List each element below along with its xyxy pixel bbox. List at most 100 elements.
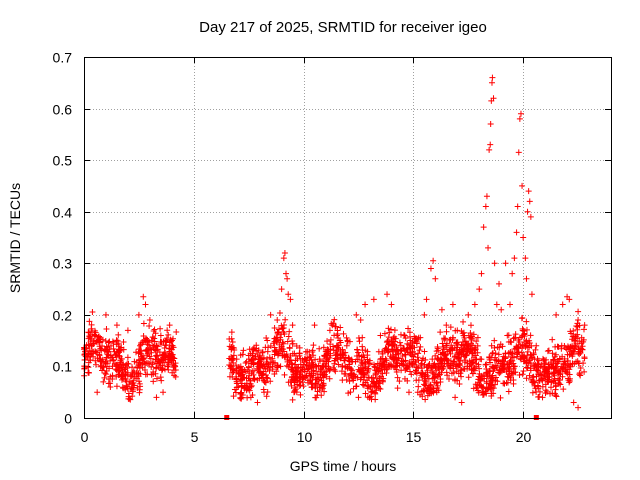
data-point (162, 356, 169, 363)
data-point (405, 325, 412, 332)
data-point (172, 360, 179, 367)
data-point (151, 326, 158, 333)
data-point (469, 370, 476, 377)
data-point (119, 368, 126, 375)
data-point (290, 389, 297, 396)
data-point (91, 331, 98, 338)
data-point (451, 376, 458, 383)
data-point (474, 334, 481, 341)
data-point (280, 329, 287, 336)
data-point (513, 344, 520, 351)
data-point (173, 328, 180, 335)
data-point (320, 357, 327, 364)
data-point (505, 332, 512, 339)
data-point (443, 328, 450, 335)
data-point (547, 384, 554, 391)
data-point (422, 356, 429, 363)
data-point (487, 141, 494, 148)
y-axis-ticks: 0 0.1 0.2 0.3 0.4 0.5 0.6 0.7 (53, 50, 611, 427)
data-point (488, 342, 495, 349)
data-point (505, 361, 512, 368)
data-point (230, 369, 237, 376)
data-point (522, 255, 529, 262)
data-point (285, 291, 292, 298)
data-point (434, 343, 441, 350)
data-point (484, 373, 491, 380)
data-point (335, 335, 342, 342)
data-point (166, 352, 173, 359)
data-point (350, 377, 357, 384)
data-point (523, 338, 530, 345)
data-point (263, 334, 270, 341)
x-tick-label: 0 (81, 429, 89, 445)
data-point (266, 354, 273, 361)
data-point (133, 359, 140, 366)
data-point (312, 356, 319, 363)
data-point (503, 368, 510, 375)
data-point (417, 343, 424, 350)
data-point (248, 357, 255, 364)
data-point (534, 360, 541, 367)
data-point (383, 357, 390, 364)
data-point (581, 354, 588, 361)
data-point (540, 355, 547, 362)
data-point (566, 379, 573, 386)
data-point (321, 371, 328, 378)
data-point (575, 360, 582, 367)
data-point (148, 337, 155, 344)
data-point (430, 257, 437, 264)
data-point (237, 363, 244, 370)
data-point (269, 366, 276, 373)
data-point (346, 378, 353, 385)
data-point (147, 355, 154, 362)
data-point (340, 330, 347, 337)
data-point (473, 338, 480, 345)
data-point (480, 384, 487, 391)
data-point (490, 95, 497, 102)
data-point (414, 354, 421, 361)
data-point (247, 394, 254, 401)
data-point (523, 357, 530, 364)
data-point (465, 374, 472, 381)
data-point (118, 376, 125, 383)
data-point (364, 377, 371, 384)
data-point (519, 314, 526, 321)
data-point (289, 340, 296, 347)
data-point (491, 337, 498, 344)
data-point (228, 329, 235, 336)
data-point (581, 322, 588, 329)
data-point (489, 350, 496, 357)
data-point (323, 363, 330, 370)
data-point (118, 344, 125, 351)
data-point (576, 348, 583, 355)
data-point (120, 339, 127, 346)
data-point (551, 375, 558, 382)
data-point (113, 322, 120, 329)
data-point (531, 382, 538, 389)
data-point (419, 373, 426, 380)
data-point (415, 350, 422, 357)
data-point (362, 390, 369, 397)
data-point (291, 350, 298, 357)
data-point (468, 333, 475, 340)
data-point (552, 383, 559, 390)
data-point (519, 371, 526, 378)
data-point (462, 338, 469, 345)
data-point (91, 332, 98, 339)
data-point (143, 352, 150, 359)
data-point (128, 373, 135, 380)
data-point (170, 335, 177, 342)
data-point (153, 364, 160, 371)
data-point (243, 375, 250, 382)
data-point (528, 355, 535, 362)
data-point (267, 378, 274, 385)
data-point (359, 360, 366, 367)
data-point (523, 375, 530, 382)
data-point (390, 351, 397, 358)
data-point (487, 359, 494, 366)
x-axis-label: GPS time / hours (290, 458, 397, 474)
data-point (286, 345, 293, 352)
y-tick-label: 0.5 (53, 153, 73, 169)
data-point (268, 359, 275, 366)
data-point (367, 393, 374, 400)
